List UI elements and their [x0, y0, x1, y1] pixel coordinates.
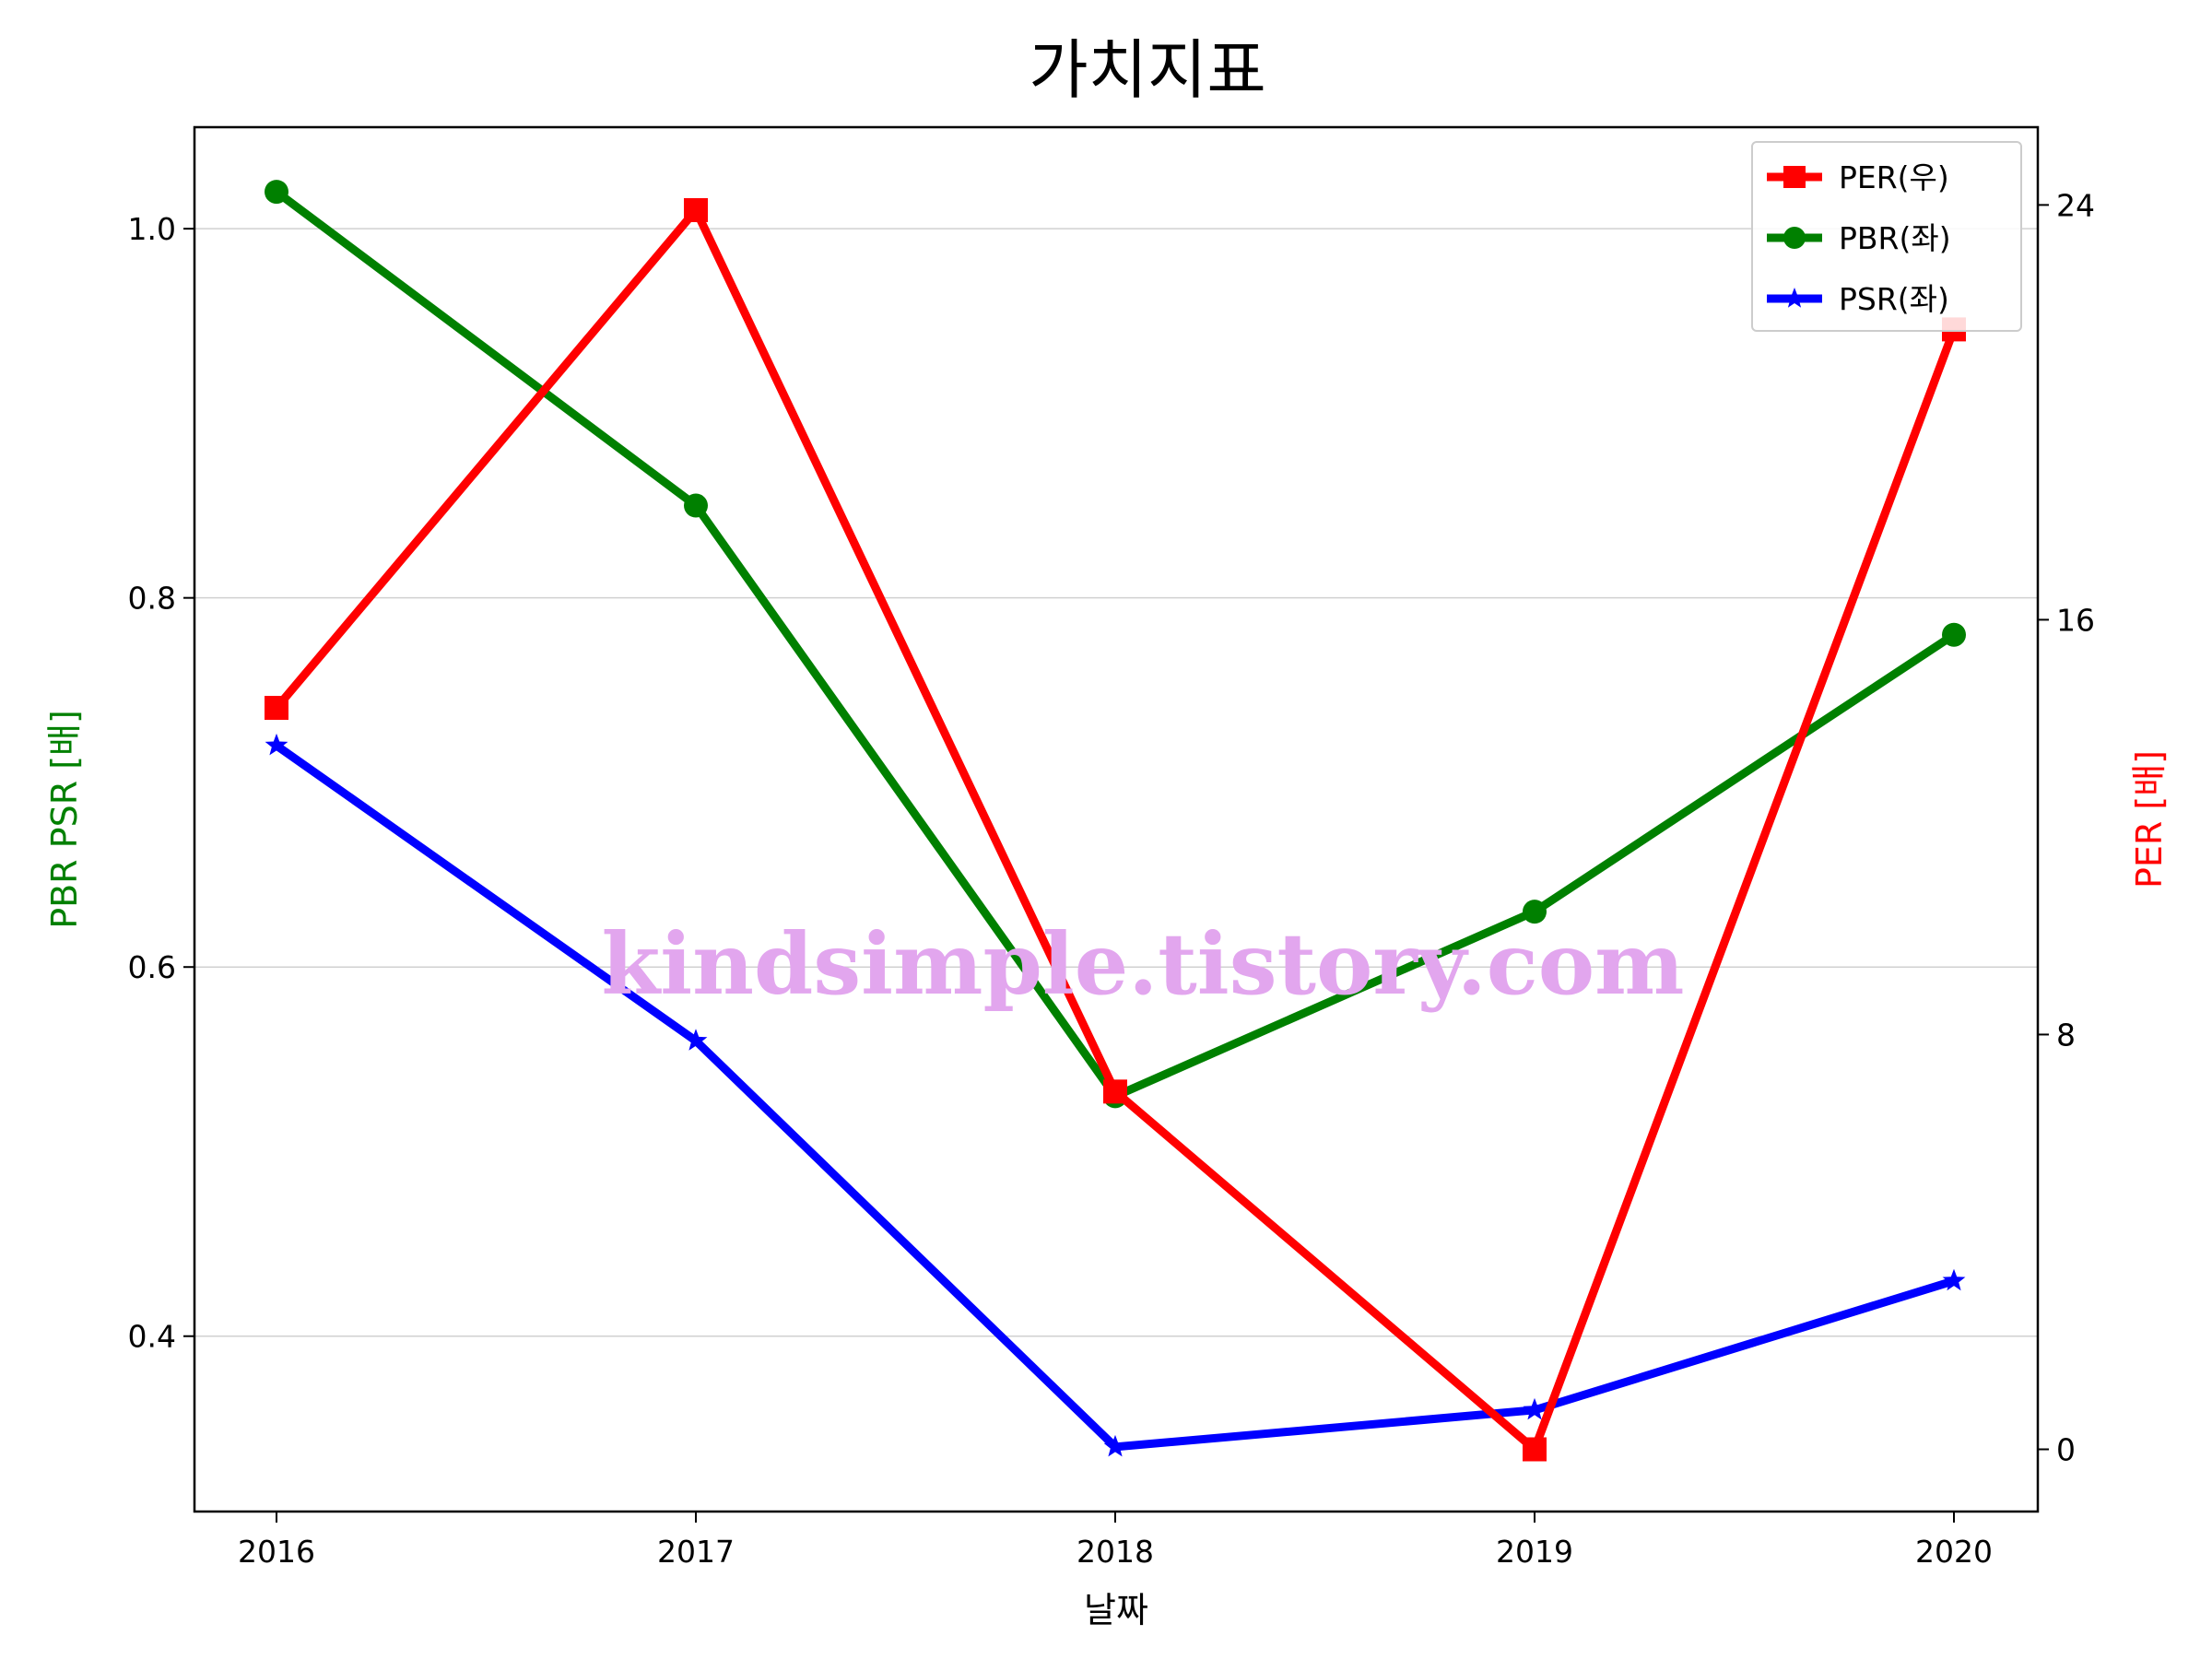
right-y-tick-label: 24	[2056, 187, 2095, 223]
legend-marker-per	[1783, 166, 1806, 188]
chart-title: 가치지표	[1029, 32, 1266, 108]
series-lines	[265, 180, 1966, 1462]
right-y-tick-label: 16	[2056, 602, 2095, 638]
right-y-axis-title: PER [배]	[2129, 750, 2170, 888]
legend-marker-psr	[1783, 288, 1806, 308]
marker-psr	[1103, 1434, 1127, 1457]
series-psr	[265, 733, 1966, 1457]
axes: 0.4 0.6 0.8 1.0 0 8 16 24 2016 2017 2018 2019 2020	[128, 187, 2095, 1570]
left-y-tick-label: 1.0	[128, 211, 176, 247]
marker-pbr	[684, 493, 708, 518]
marker-per	[684, 198, 708, 223]
legend-label-per: PER(우)	[1839, 159, 1949, 195]
x-tick-label: 2018	[1077, 1534, 1154, 1570]
legend-label-pbr: PBR(좌)	[1839, 220, 1951, 256]
marker-pbr	[1523, 900, 1547, 924]
watermark-text: kindsimple.tistory.com	[601, 914, 1684, 1014]
marker-pbr	[265, 180, 288, 205]
marker-per	[1103, 1079, 1127, 1104]
right-y-tick-label: 0	[2056, 1431, 2076, 1467]
marker-psr	[684, 1029, 708, 1051]
left-y-axis-title: PBR PSR [배]	[44, 710, 85, 929]
x-tick-label: 2017	[657, 1534, 735, 1570]
x-tick-label: 2020	[1915, 1534, 1993, 1570]
grid-lines	[194, 228, 2038, 1337]
legend-label-psr: PSR(좌)	[1839, 281, 1949, 317]
marker-per	[1523, 1437, 1547, 1462]
series-per	[265, 198, 1966, 1462]
left-y-tick-label: 0.6	[128, 949, 176, 985]
legend: PER(우) PBR(좌) PSR(좌)	[1751, 141, 2022, 332]
marker-psr	[1942, 1268, 1966, 1291]
right-y-tick-label: 8	[2056, 1017, 2076, 1053]
marker-psr	[1523, 1397, 1547, 1420]
marker-per	[265, 696, 288, 721]
legend-box	[1751, 141, 2022, 332]
x-tick-label: 2019	[1496, 1534, 1573, 1570]
legend-marker-pbr	[1783, 227, 1806, 249]
marker-pbr	[1942, 622, 1966, 647]
left-y-tick-label: 0.8	[128, 581, 176, 617]
x-tick-label: 2016	[238, 1534, 315, 1570]
x-axis-title: 날짜	[1084, 1590, 1148, 1630]
left-y-tick-label: 0.4	[128, 1319, 176, 1355]
marker-psr	[265, 733, 288, 756]
